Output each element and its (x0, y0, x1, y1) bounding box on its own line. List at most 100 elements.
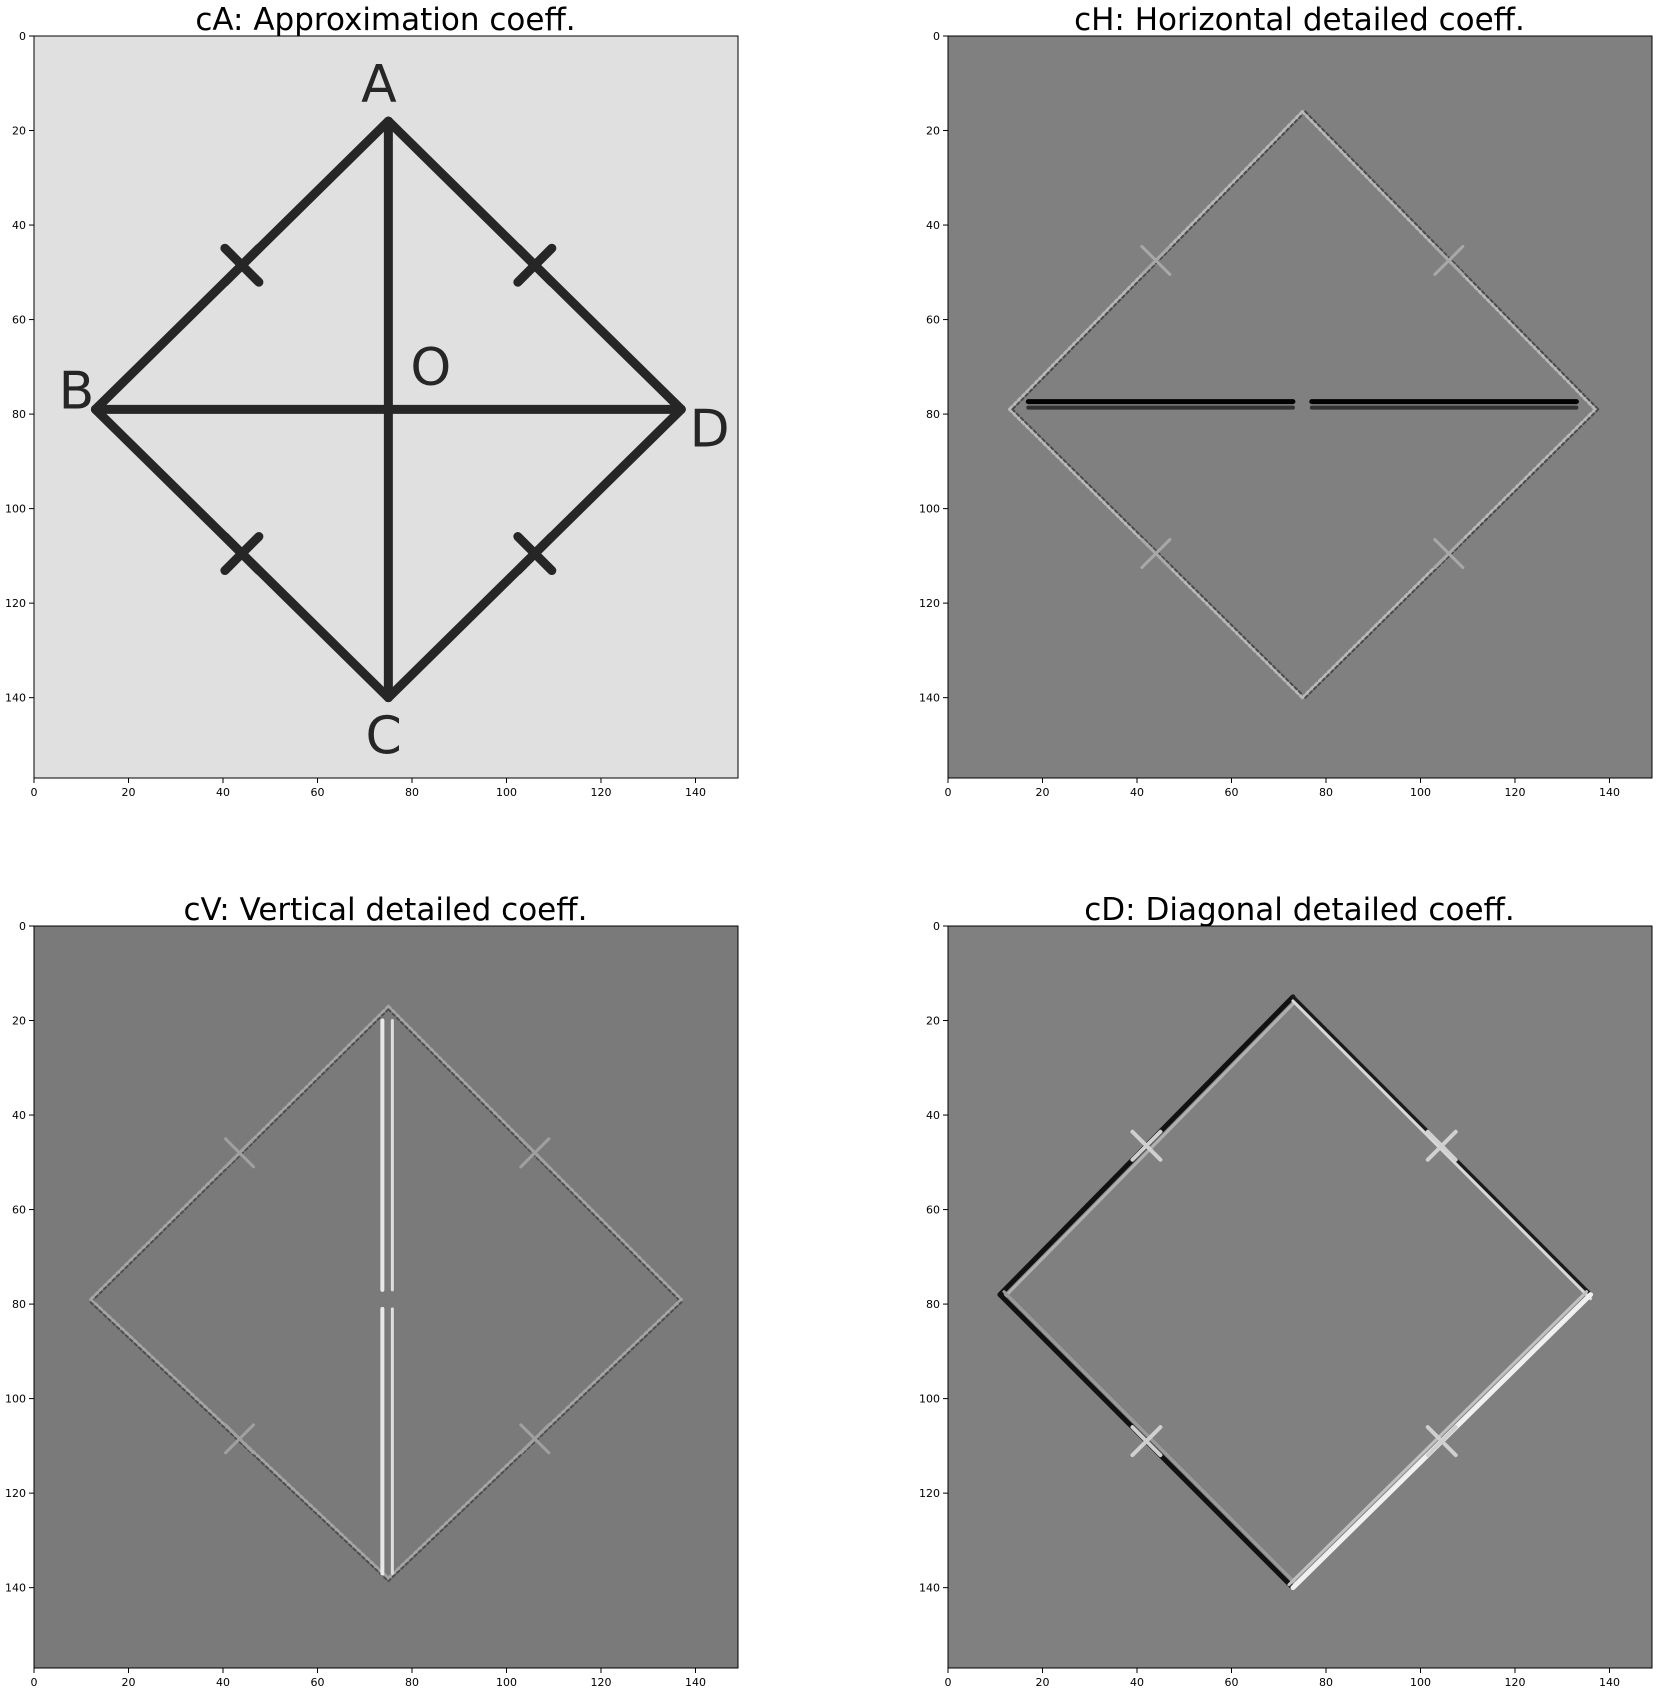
tick-mark (1130, 1425, 1163, 1458)
x-tick-label: 0 (31, 786, 38, 799)
tick-mark (1425, 1425, 1458, 1458)
y-tick-label: 40 (926, 219, 940, 232)
y-tick-label: 100 (919, 1393, 940, 1406)
x-tick-label: 60 (310, 786, 324, 799)
edge-dark (387, 1301, 683, 1583)
edge-dark (1011, 408, 1307, 699)
y-tick-label: 80 (12, 1298, 26, 1311)
y-tick-label: 120 (919, 1487, 940, 1500)
y-tick-label: 80 (12, 408, 26, 421)
tick-mark (1140, 244, 1172, 276)
image-content (1007, 110, 1600, 700)
tick-mark (519, 1423, 551, 1455)
axes-frame (33, 35, 739, 779)
panel-cH: cH: Horizontal detailed coeff. 0 20 40 60 80… (914, 0, 1657, 845)
x-tick-label: 140 (1599, 1676, 1620, 1689)
x-tick-label: 80 (405, 786, 419, 799)
heatmap-cA: A B C D O 0 20 40 60 80 100 120 140 0 20 40 60 80 100 120 14… (5, 30, 739, 799)
y-tick-label: 40 (12, 1109, 26, 1122)
x-tick-label: 140 (685, 1676, 706, 1689)
x-tick-label: 80 (1319, 786, 1333, 799)
x-tick-label: 100 (496, 1676, 517, 1689)
diagonal-edge-light (1291, 999, 1593, 1301)
y-tick-label: 140 (5, 1582, 26, 1595)
y-tick-label: 60 (926, 1204, 940, 1217)
edge-dark (1011, 110, 1307, 411)
x-tick-label: 100 (1410, 786, 1431, 799)
x-tick-label: 40 (1130, 786, 1144, 799)
y-tick-label: 120 (5, 597, 26, 610)
y-tick-label: 20 (12, 1015, 26, 1028)
plot-background (948, 926, 1652, 1668)
x-tick-label: 120 (1504, 1676, 1525, 1689)
y-tick-label: 120 (5, 1487, 26, 1500)
tick-mark (513, 243, 557, 287)
heatmap-cD: 0 20 40 60 80 100 120 140 0 20 40 60 80 100 120 140 (919, 920, 1653, 1689)
x-tick-label: 0 (945, 786, 952, 799)
image-content: A B C D O (59, 54, 730, 766)
y-tick-label: 100 (5, 503, 26, 516)
panel-title: cV: Vertical detailed coeff. (183, 892, 588, 928)
x-tick-label: 80 (1319, 1676, 1333, 1689)
y-tick-label: 140 (919, 1582, 940, 1595)
y-tick-label: 0 (19, 30, 26, 43)
vertex-label-c: C (365, 706, 401, 766)
panel-cV: cV: Vertical detailed coeff. 0 20 40 60 80 10… (0, 890, 828, 1691)
x-tick-label: 60 (1224, 786, 1238, 799)
y-tick-label: 120 (919, 597, 940, 610)
edge-dark (89, 1301, 390, 1583)
x-tick-label: 0 (31, 1676, 38, 1689)
tick-mark (224, 1137, 256, 1169)
x-tick-label: 60 (310, 1676, 324, 1689)
y-tick-label: 40 (926, 1109, 940, 1122)
y-tick-label: 100 (919, 503, 940, 516)
x-tick-label: 40 (216, 786, 230, 799)
y-tick-label: 80 (926, 408, 940, 421)
y-tick-label: 20 (926, 125, 940, 138)
y-tick-label: 80 (926, 1298, 940, 1311)
y-tick-label: 60 (12, 314, 26, 327)
x-tick-label: 120 (1504, 786, 1525, 799)
heatmap-cH: 0 20 40 60 80 100 120 140 0 20 40 60 80 100 120 140 (919, 30, 1653, 799)
x-tick-label: 60 (1224, 1676, 1238, 1689)
x-tick-label: 80 (405, 1676, 419, 1689)
axes-frame (947, 35, 1653, 779)
edge-dark (387, 1008, 683, 1304)
y-tick-label: 40 (12, 219, 26, 232)
vertex-label-d: D (690, 399, 730, 459)
x-tick-label: 40 (1130, 1676, 1144, 1689)
panel-cA: cA: Approximation coeff. A B C D O 0 20 40 60 80 1… (0, 0, 828, 845)
plot-background (34, 926, 738, 1668)
x-tick-label: 40 (216, 1676, 230, 1689)
heatmap-cV: 0 20 40 60 80 100 120 140 0 20 40 60 80 100 120 140 (5, 920, 739, 1689)
edge-dark (89, 1008, 390, 1304)
axes-frame (947, 925, 1653, 1669)
image-content (997, 994, 1594, 1591)
tick-mark (1425, 1129, 1458, 1162)
y-tick-label: 140 (5, 692, 26, 705)
x-tick-label: 120 (590, 1676, 611, 1689)
x-tick-label: 140 (1599, 786, 1620, 799)
panel-title: cA: Approximation coeff. (195, 2, 576, 38)
tick-mark (220, 243, 264, 287)
vertex-label-a: A (361, 54, 397, 114)
edge-dark (1304, 408, 1600, 699)
x-tick-label: 20 (121, 786, 135, 799)
x-tick-label: 100 (1410, 1676, 1431, 1689)
x-tick-label: 20 (1035, 786, 1049, 799)
y-tick-label: 60 (12, 1204, 26, 1217)
x-tick-label: 20 (1035, 1676, 1049, 1689)
tick-mark (1433, 538, 1465, 570)
tick-mark (224, 1423, 256, 1455)
tick-mark (1140, 538, 1172, 570)
y-tick-label: 20 (12, 125, 26, 138)
tick-mark (220, 532, 264, 576)
vertex-label-b: B (59, 361, 95, 421)
axes-frame (33, 925, 739, 1669)
panel-title: cD: Diagonal detailed coeff. (1084, 892, 1515, 928)
panel-title: cH: Horizontal detailed coeff. (1074, 2, 1525, 38)
x-tick-label: 140 (685, 786, 706, 799)
tick-mark (513, 532, 557, 576)
y-tick-label: 140 (919, 692, 940, 705)
y-tick-label: 60 (926, 314, 940, 327)
